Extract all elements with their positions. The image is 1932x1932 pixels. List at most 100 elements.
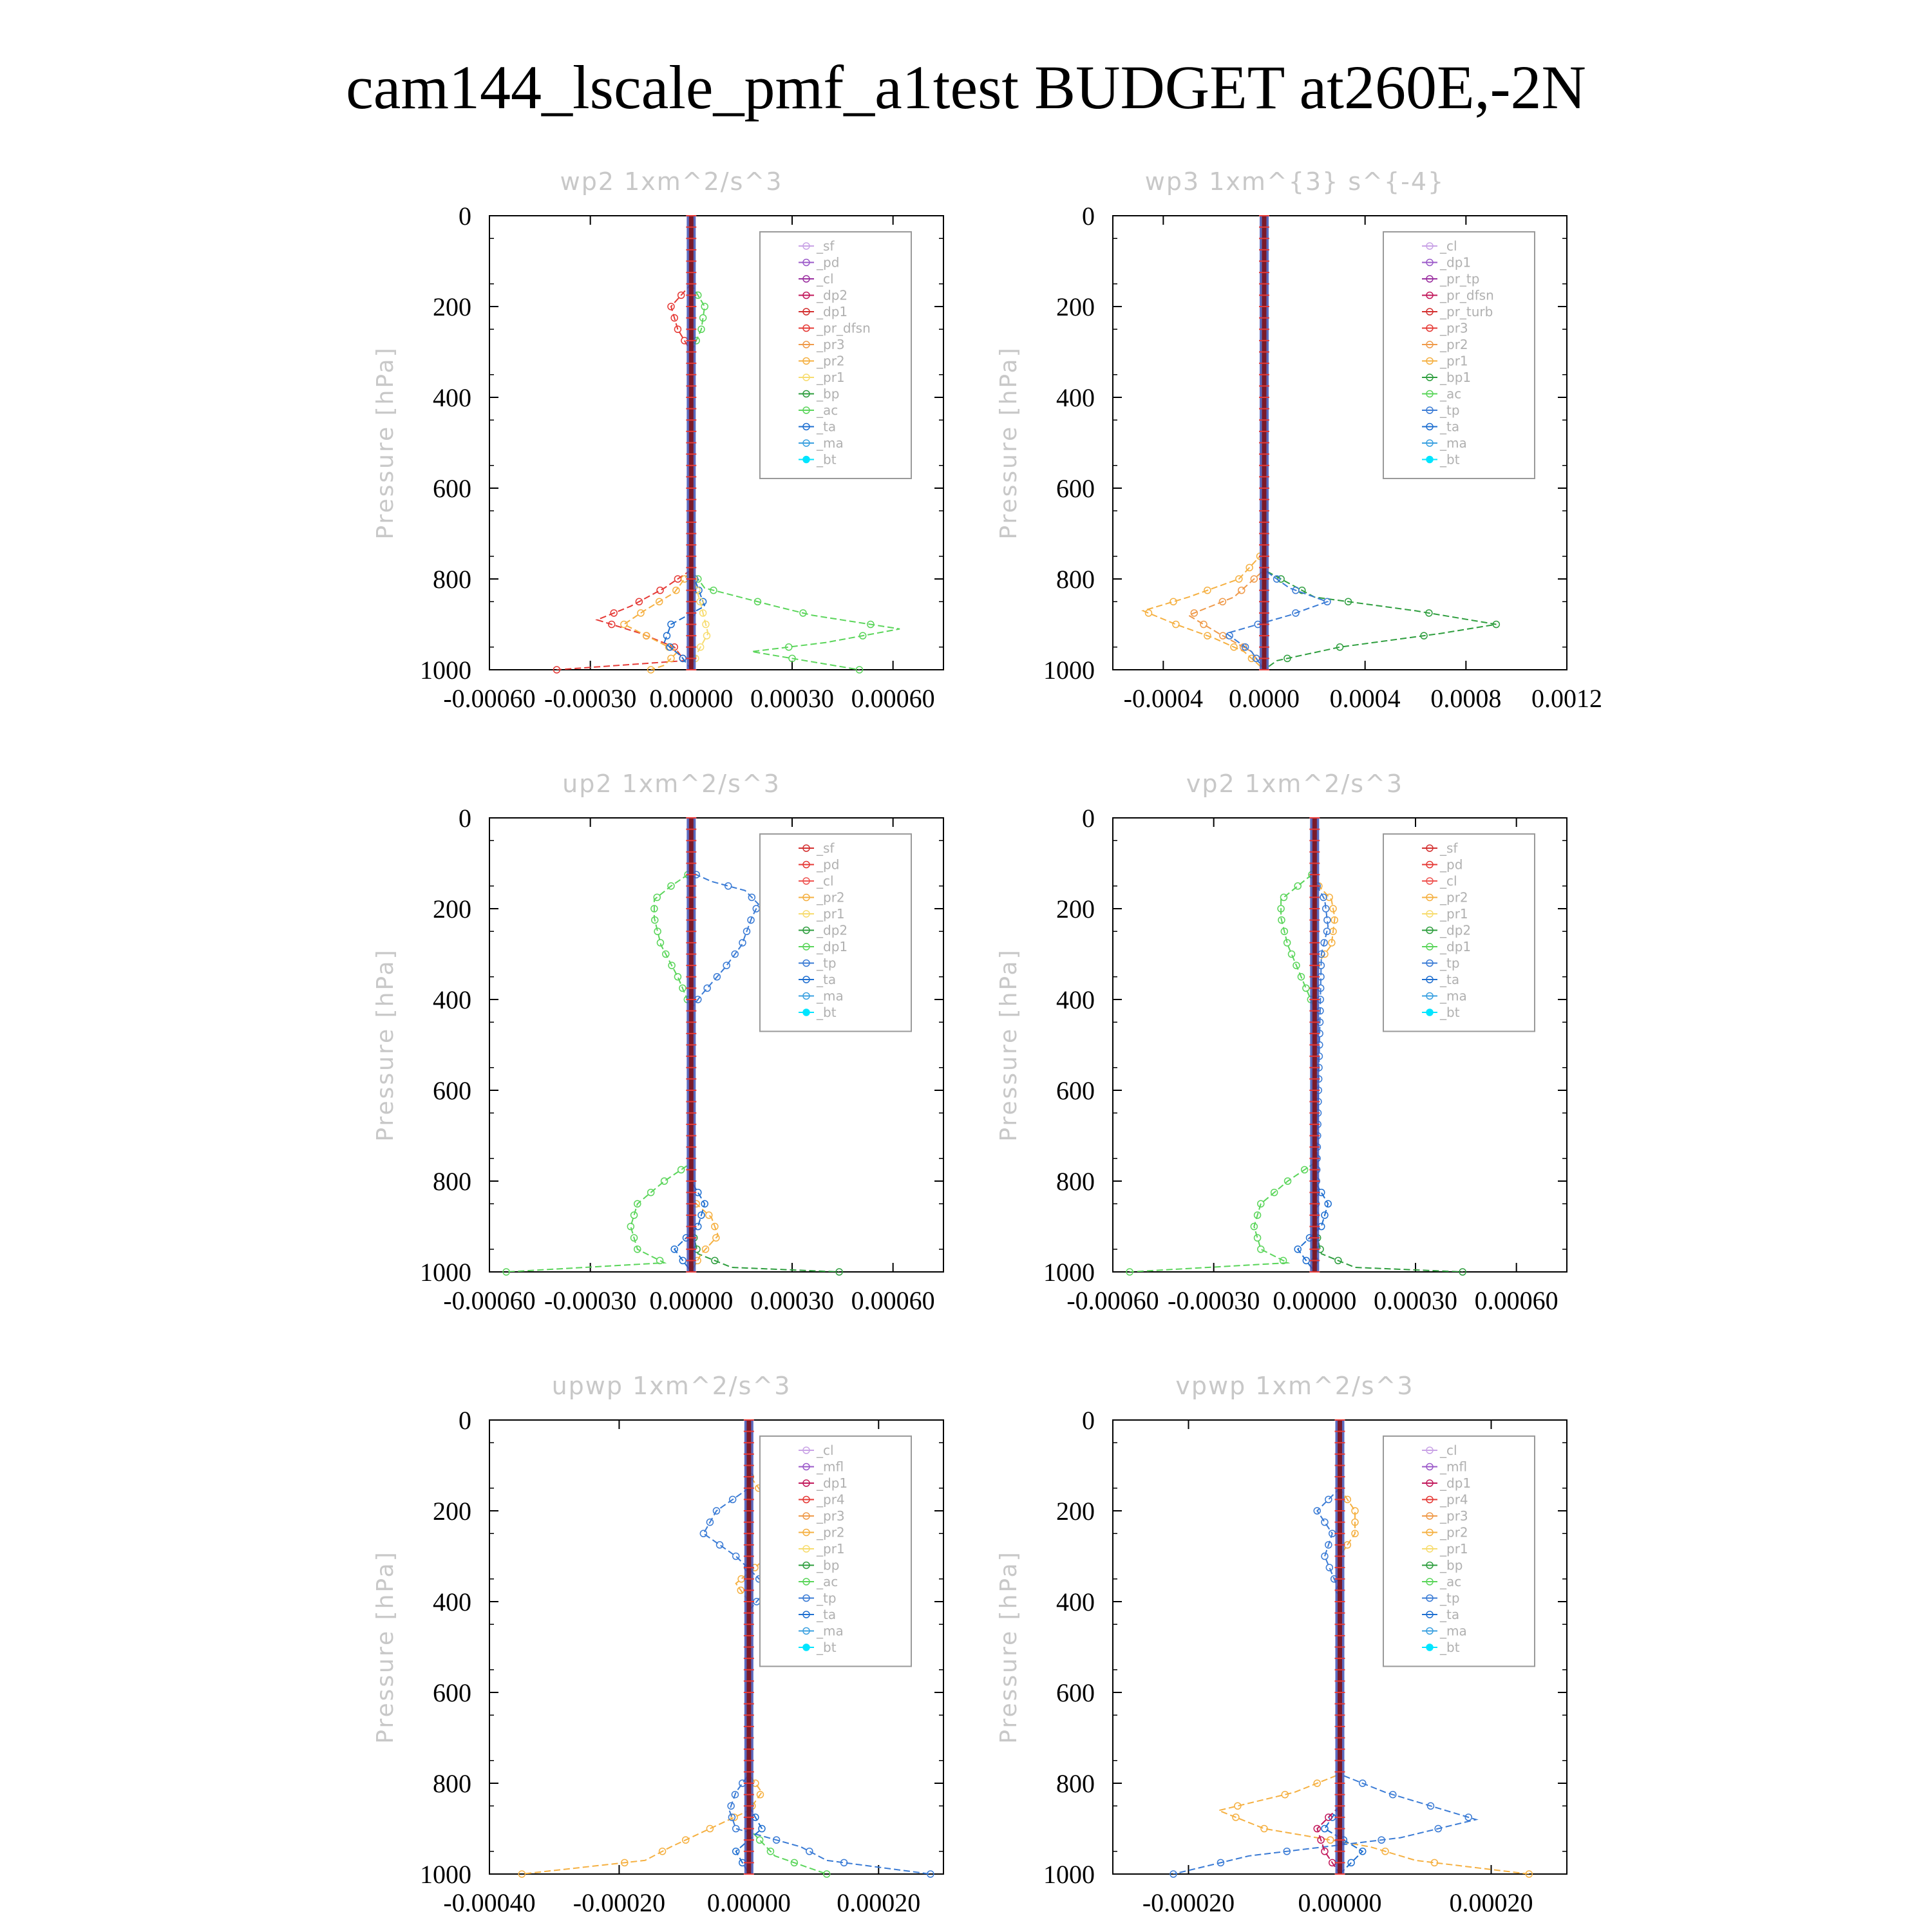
series-marker <box>1217 1859 1225 1867</box>
series-marker <box>1359 1779 1367 1787</box>
legend-swatch-marker <box>802 893 810 902</box>
legend-swatch-marker <box>1426 242 1434 250</box>
legend-label: _dp1 <box>816 939 848 954</box>
y-axis-label: Pressure [hPa] <box>372 346 399 539</box>
legend-swatch-marker <box>1426 860 1434 869</box>
series-marker <box>701 1245 710 1253</box>
legend-label: _cl <box>816 271 834 287</box>
series-marker <box>1300 1166 1309 1174</box>
page-title: cam144_lscale_pmf_a1test BUDGET at260E,-… <box>346 53 1586 122</box>
series-marker <box>748 893 756 902</box>
series-marker <box>1257 1200 1265 1208</box>
series-marker <box>663 632 671 639</box>
series-marker <box>1327 1836 1334 1844</box>
legend-label: _pr2 <box>816 890 845 905</box>
series-line-dp1 <box>506 818 692 1272</box>
x-tick-label: 0.00000 <box>1298 1888 1382 1917</box>
series-marker <box>681 1836 690 1844</box>
legend-swatch-marker <box>1426 1578 1434 1586</box>
panel-title: upwp 1xm^2/s^3 <box>552 1372 791 1400</box>
series-marker <box>502 1268 510 1276</box>
legend-swatch-marker <box>802 258 810 267</box>
series-line-ta <box>663 216 706 670</box>
series-marker <box>1334 1256 1342 1265</box>
y-tick-label: 200 <box>433 1497 471 1526</box>
series-marker <box>835 1268 843 1276</box>
series-marker <box>553 666 561 674</box>
series-marker <box>699 314 707 322</box>
y-tick-label: 200 <box>1056 895 1095 923</box>
y-tick-label: 400 <box>1056 383 1095 412</box>
legend-label: _dp1 <box>1439 1475 1471 1491</box>
legend-swatch-marker <box>1426 258 1434 267</box>
series-marker <box>1321 1824 1329 1833</box>
legend-swatch-marker <box>802 1009 810 1016</box>
legend-swatch-marker <box>802 242 810 250</box>
series-marker <box>706 1824 714 1833</box>
x-tick-label: 0.0004 <box>1330 684 1401 713</box>
series-marker <box>753 598 762 605</box>
legend-label: _ta <box>1439 419 1459 435</box>
series-marker <box>1273 575 1281 583</box>
x-tick-label: 0.00000 <box>649 1286 733 1315</box>
series-marker <box>630 1211 638 1219</box>
legend-label: _ac <box>1439 386 1461 402</box>
series-line-pr2 <box>622 216 692 670</box>
legend-swatch-marker <box>1426 1512 1434 1520</box>
legend-label: _ta <box>816 1607 836 1622</box>
series-marker <box>696 643 705 651</box>
series-marker <box>1313 1507 1321 1515</box>
series-marker <box>737 1575 745 1583</box>
legend-label: _ma <box>1439 989 1467 1004</box>
y-tick-label: 0 <box>1082 804 1095 833</box>
series-marker <box>1359 1848 1367 1855</box>
y-axis-label: Pressure [hPa] <box>996 346 1022 539</box>
legend-label: _mfl <box>816 1459 844 1475</box>
legend-swatch-marker <box>1426 1479 1434 1487</box>
legend-label: _cl <box>816 1443 834 1458</box>
legend-swatch-marker <box>802 422 810 431</box>
series-marker <box>715 1541 724 1549</box>
series-marker <box>1126 1268 1133 1276</box>
series-marker <box>1245 564 1253 572</box>
series-marker <box>1430 1859 1439 1867</box>
series-marker <box>1336 643 1344 651</box>
legend-label: _ma <box>816 1624 844 1639</box>
series-marker <box>647 1188 655 1197</box>
series-marker <box>666 643 674 651</box>
chart-panel-4: vp2 1xm^2/s^3 Pressure [hPa] 0 200 400 600 800… <box>996 770 1567 1315</box>
series-marker <box>1459 1268 1466 1276</box>
panel-title: wp2 1xm^2/s^3 <box>560 167 783 196</box>
series-marker <box>711 1222 719 1231</box>
series-marker <box>1283 939 1291 947</box>
legend-label: _ta <box>1439 1607 1459 1622</box>
legend-swatch-marker <box>1426 910 1434 918</box>
series-marker <box>1321 905 1330 913</box>
y-tick-label: 200 <box>433 895 471 923</box>
series-marker <box>1226 632 1233 639</box>
y-tick-label: 0 <box>1082 1406 1095 1435</box>
legend-label: _bt <box>1439 452 1460 468</box>
legend-swatch-marker <box>1426 291 1434 299</box>
series-marker <box>674 973 682 981</box>
legend-label: _dp2 <box>816 923 848 938</box>
x-tick-label: -0.00060 <box>443 1286 535 1315</box>
legend-label: _pr2 <box>1439 337 1468 352</box>
series-marker <box>1281 1790 1289 1799</box>
series-marker <box>1204 632 1211 639</box>
series-marker <box>1325 893 1333 902</box>
series-line-pr3 <box>1187 216 1265 670</box>
x-tick-label: 0.0008 <box>1430 684 1501 713</box>
legend-swatch-marker <box>802 455 810 464</box>
series-marker <box>1323 927 1331 935</box>
y-tick-label: 1000 <box>420 656 471 685</box>
series-marker <box>1347 1859 1355 1867</box>
series-marker <box>1280 893 1288 902</box>
series-marker <box>806 1848 813 1855</box>
legend-swatch-marker <box>802 1495 810 1504</box>
legend-swatch-marker <box>1426 455 1434 464</box>
legend-swatch-marker <box>802 992 810 1000</box>
legend-label: _pd <box>1439 857 1463 873</box>
legend-swatch-marker <box>802 860 810 869</box>
